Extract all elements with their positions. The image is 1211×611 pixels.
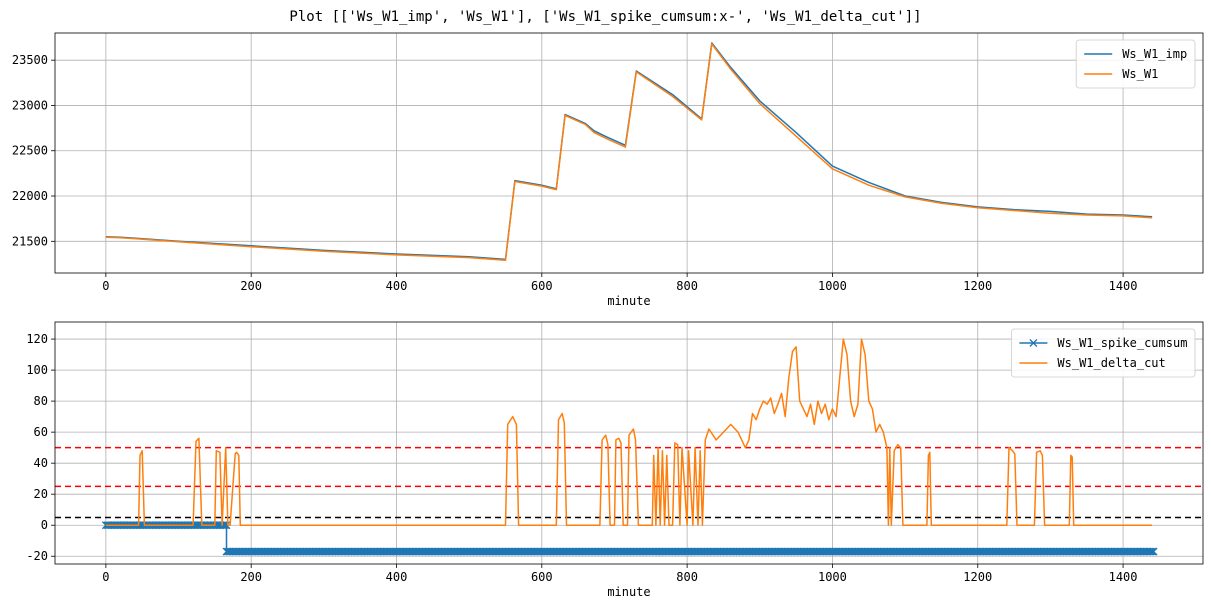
bottom-series-Ws_W1_delta_cut xyxy=(105,338,1153,526)
bottom-markers-Ws_W1_spike_cumsum xyxy=(101,521,1158,556)
top-legend-label: Ws_W1 xyxy=(1122,67,1158,81)
top-legend-box xyxy=(1075,39,1196,89)
top-xtick-label: 800 xyxy=(676,279,698,293)
top-xtick-label: 0 xyxy=(102,279,109,293)
bottom-xtick-label: 600 xyxy=(531,570,553,584)
bottom-ytick-label: 80 xyxy=(34,394,48,408)
top-ytick-label: 22500 xyxy=(12,144,48,158)
bottom-xtick-label: 0 xyxy=(102,570,109,584)
top-xlabel: minute xyxy=(607,294,650,308)
bottom-xtick-label: 1400 xyxy=(1109,570,1138,584)
top-xtick-label: 200 xyxy=(240,279,262,293)
bottom-marker-x xyxy=(1146,547,1155,556)
bottom-legend-box xyxy=(1011,328,1196,378)
bottom-ytick-label: 20 xyxy=(34,487,48,501)
top-ytick-label: 21500 xyxy=(12,234,48,248)
bottom-marker-x xyxy=(1148,547,1157,556)
top-ytick-label: 22000 xyxy=(12,189,48,203)
bottom-plot-area xyxy=(55,338,1203,556)
top-xtick-label: 1400 xyxy=(1109,279,1138,293)
bottom-marker-x xyxy=(1149,547,1158,556)
bottom-xtick-label: 1000 xyxy=(818,570,847,584)
top-series-Ws_W1_imp xyxy=(105,42,1153,261)
bottom-ytick-label: 120 xyxy=(26,332,48,346)
bottom-series-Ws_W1_spike_cumsum xyxy=(105,524,1154,553)
bottom-marker-x xyxy=(222,521,231,530)
bottom-legend-marker xyxy=(1029,339,1038,347)
top-ytick-label: 23000 xyxy=(12,98,48,112)
top-plot-area xyxy=(105,42,1153,262)
bottom-ytick-label: 40 xyxy=(34,456,48,470)
bottom-xtick-label: 800 xyxy=(676,570,698,584)
top-ytick-label: 23500 xyxy=(12,53,48,67)
top-axes: 0 200 400 600 800 1000 1200 1400 21500 22000 22500… xyxy=(12,32,1204,308)
top-frame xyxy=(54,32,1204,274)
top-legend: Ws_W1_imp Ws_W1 xyxy=(1075,39,1196,89)
bottom-ytick-label: 100 xyxy=(26,363,48,377)
bottom-ytick-label: -20 xyxy=(26,549,48,563)
bottom-ytick-label: 0 xyxy=(41,518,48,532)
bottom-xtick-label: 200 xyxy=(240,570,262,584)
bottom-xtick-label: 400 xyxy=(386,570,408,584)
bottom-ytick-label: 60 xyxy=(34,425,48,439)
top-xtick-label: 600 xyxy=(531,279,553,293)
top-legend-label: Ws_W1_imp xyxy=(1122,47,1187,61)
top-xtick-label: 1200 xyxy=(963,279,992,293)
bottom-legend-label: Ws_W1_delta_cut xyxy=(1057,356,1165,370)
bottom-marker-x xyxy=(219,521,228,530)
bottom-frame xyxy=(54,321,1204,565)
top-xtick-label: 400 xyxy=(386,279,408,293)
bottom-xlabel: minute xyxy=(607,585,650,599)
bottom-xtick-label: 1200 xyxy=(963,570,992,584)
bottom-axes: 0 200 400 600 800 1000 1200 1400 -20 0 20 40 60 80 100… xyxy=(26,321,1204,599)
bottom-legend-label: Ws_W1_spike_cumsum xyxy=(1057,336,1187,350)
top-xtick-label: 1000 xyxy=(818,279,847,293)
page-title: Plot [['Ws_W1_imp', 'Ws_W1'], ['Ws_W1_sp… xyxy=(289,9,922,25)
top-series-Ws_W1 xyxy=(105,43,1153,262)
bottom-legend: Ws_W1_spike_cumsum Ws_W1_delta_cut xyxy=(1011,328,1196,378)
